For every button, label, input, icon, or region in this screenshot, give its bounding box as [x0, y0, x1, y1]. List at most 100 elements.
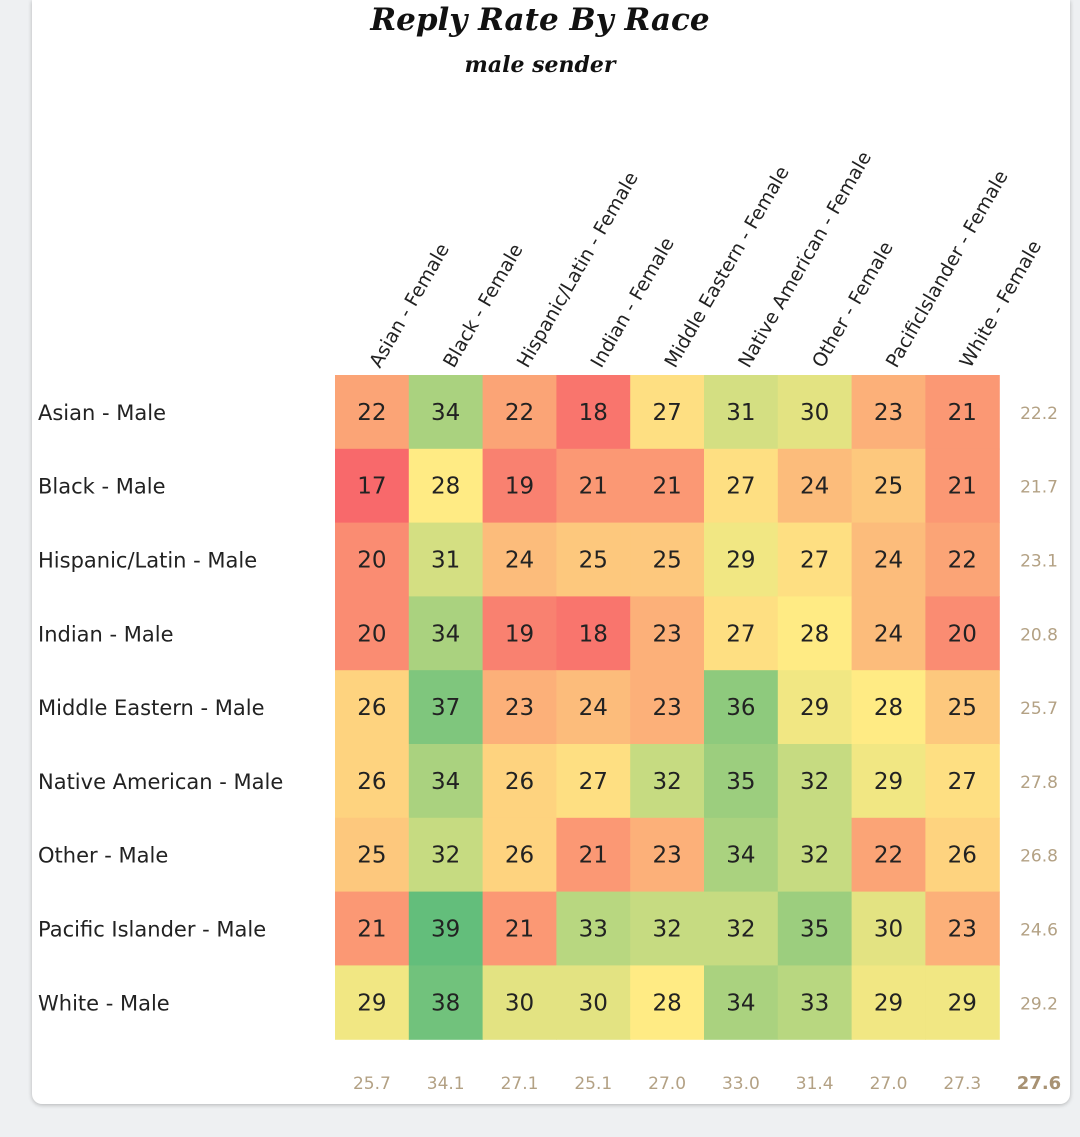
heatmap-cell: [925, 965, 1000, 1040]
heatmap-cell: [851, 891, 926, 966]
heatmap-cell: [704, 817, 779, 893]
row-average-label: 23.1: [1020, 552, 1058, 572]
heatmap-cell: [408, 448, 484, 524]
cell-value-label: 38: [431, 990, 460, 1016]
heatmap-cell: [925, 375, 1000, 450]
cell-value-label: 29: [800, 695, 829, 721]
cell-value-label: 30: [874, 917, 903, 943]
row-label: Pacific Islander - Male: [38, 918, 266, 942]
heatmap-cell: [777, 375, 853, 450]
row-label: Asian - Male: [38, 401, 166, 425]
cell-value-label: 33: [800, 990, 829, 1016]
row-label: Middle Eastern - Male: [38, 696, 265, 720]
cell-value-label: 28: [431, 474, 460, 500]
row-label: White - Male: [38, 991, 170, 1015]
cell-value-label: 21: [948, 400, 977, 426]
cell-value-label: 23: [948, 917, 977, 943]
column-label: Black - Female: [439, 240, 528, 371]
row-average-label: 21.7: [1020, 478, 1058, 498]
heatmap-cell: [704, 891, 779, 966]
heatmap-cell: [777, 596, 853, 671]
cell-value-label: 27: [579, 769, 608, 795]
cell-value-label: 32: [800, 843, 829, 869]
cell-value-label: 22: [357, 400, 386, 426]
heatmap-cell: [851, 744, 926, 819]
cell-value-label: 23: [652, 695, 681, 721]
cell-value-label: 27: [726, 474, 755, 500]
cell-value-label: 32: [652, 917, 681, 943]
heatmap-cell: [482, 448, 557, 524]
heatmap-cell: [556, 744, 631, 819]
cell-value-label: 17: [357, 474, 386, 500]
heatmap-cell: [777, 817, 853, 893]
chart-title: Reply Rate By Race: [370, 2, 710, 38]
column-label: Native American - Female: [734, 148, 876, 372]
chart-subtitle: male sender: [464, 52, 616, 78]
heatmap-cell: [777, 891, 853, 966]
row-label: Hispanic/Latin - Male: [38, 549, 257, 573]
column-label: Pacificlslander - Female: [882, 167, 1013, 372]
cell-value-label: 26: [357, 769, 386, 795]
heatmap-cell: [630, 522, 705, 597]
cell-value-label: 18: [579, 400, 608, 426]
column-average-label: 34.1: [427, 1074, 465, 1094]
heatmap-cell: [482, 744, 557, 819]
cell-value-label: 35: [800, 917, 829, 943]
row-average-label: 20.8: [1020, 625, 1058, 645]
row-label: Native American - Male: [38, 770, 283, 794]
heatmap-cell: [630, 891, 705, 966]
heatmap-cell: [925, 448, 1000, 524]
column-label: Hispanic/Latin - Female: [513, 168, 643, 371]
column-label: Other - Female: [808, 238, 898, 372]
heatmap-cell: [556, 891, 631, 966]
heatmap-cell: [335, 375, 410, 450]
heatmap-cell: [556, 670, 631, 745]
heatmap-cell: [925, 596, 1000, 671]
heatmap-cell: [925, 522, 1000, 597]
cell-value-label: 27: [652, 400, 681, 426]
heatmap-cell: [335, 596, 410, 671]
cell-value-label: 23: [874, 400, 903, 426]
heatmap-cell: [777, 522, 853, 597]
cell-value-label: 23: [652, 843, 681, 869]
heatmap-cell: [704, 744, 779, 819]
column-label: White - Female: [956, 237, 1046, 372]
cell-value-label: 39: [431, 917, 460, 943]
cell-value-label: 34: [726, 990, 755, 1016]
heatmap-cell: [851, 670, 926, 745]
cell-value-label: 24: [874, 548, 903, 574]
cell-value-label: 28: [652, 990, 681, 1016]
cell-value-label: 30: [579, 990, 608, 1016]
row-average-label: 26.8: [1020, 847, 1058, 867]
cell-value-label: 26: [505, 843, 534, 869]
heatmap-cell: [777, 670, 853, 745]
cell-value-label: 35: [726, 769, 755, 795]
heatmap-cell: [851, 522, 926, 597]
heatmap-cell: [851, 375, 926, 450]
cell-value-label: 22: [948, 548, 977, 574]
heatmap-cell: [335, 744, 410, 819]
cell-value-label: 26: [948, 843, 977, 869]
cell-value-label: 21: [579, 474, 608, 500]
column-label: Asian - Female: [365, 240, 454, 372]
cell-value-label: 30: [505, 990, 534, 1016]
row-average-label: 22.2: [1020, 404, 1058, 424]
row-average-label: 27.8: [1020, 773, 1058, 793]
cell-value-label: 23: [652, 621, 681, 647]
heatmap-cell: [630, 744, 705, 819]
heatmap-cell: [556, 596, 631, 671]
heatmap-cell: [777, 448, 853, 524]
cell-value-label: 27: [726, 621, 755, 647]
cell-value-label: 25: [357, 843, 386, 869]
heatmap-cell: [482, 522, 557, 597]
heatmap-cell: [335, 670, 410, 745]
cell-value-label: 30: [800, 400, 829, 426]
column-average-label: 27.1: [501, 1074, 539, 1094]
heatmap-cell: [630, 596, 705, 671]
heatmap-cell: [408, 891, 484, 966]
heatmap-cell: [556, 965, 631, 1040]
cell-value-label: 32: [726, 917, 755, 943]
cell-value-label: 28: [800, 621, 829, 647]
cell-value-label: 25: [579, 548, 608, 574]
cell-value-label: 24: [874, 621, 903, 647]
